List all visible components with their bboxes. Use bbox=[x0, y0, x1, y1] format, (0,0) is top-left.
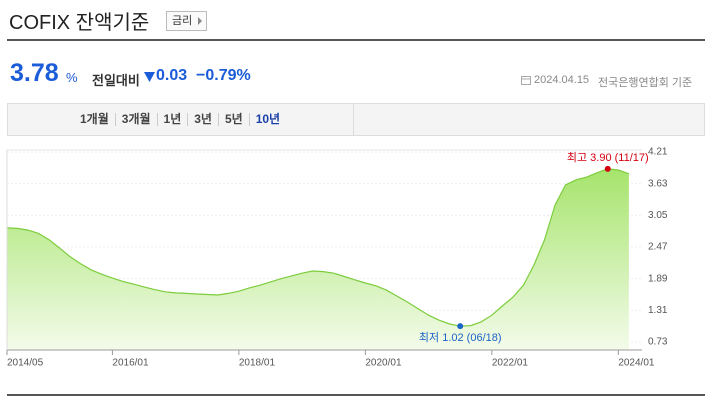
area-fill bbox=[7, 168, 629, 350]
rate-button[interactable]: 금리 bbox=[166, 11, 208, 31]
y-tick-label: 3.05 bbox=[648, 210, 668, 221]
y-tick-label: 2.47 bbox=[648, 242, 668, 253]
tab-divider bbox=[353, 104, 354, 135]
line bbox=[6, 168, 630, 327]
tab[interactable]: 5년 bbox=[217, 113, 249, 126]
y-tick-label: 3.63 bbox=[648, 178, 668, 189]
change: 0.03 bbox=[156, 67, 188, 84]
current-value: 3.78 bbox=[10, 59, 59, 87]
value-unit: % bbox=[66, 70, 78, 85]
tab[interactable]: 10년 bbox=[248, 113, 286, 126]
x-tick-label: 2024/01 bbox=[618, 358, 655, 369]
tab-list: 1개월 3개월 1년 3년 5년 10년 bbox=[74, 113, 286, 126]
annotation: 최저 1.02 (06/18) bbox=[419, 331, 502, 344]
x-tick-label: 2018/01 bbox=[239, 358, 276, 369]
extreme-point bbox=[604, 165, 611, 172]
tab[interactable]: 1년 bbox=[156, 113, 188, 126]
tab[interactable]: 3년 bbox=[187, 113, 218, 126]
extreme-point bbox=[457, 323, 464, 330]
tab[interactable]: 3개월 bbox=[114, 113, 157, 126]
down-arrow bbox=[144, 72, 155, 82]
annotation: 최고 3.90 (11/17) bbox=[567, 151, 649, 164]
calendar-icon bbox=[521, 76, 531, 85]
change-percent: −0.79% bbox=[196, 67, 251, 84]
button-label: 금리 bbox=[172, 15, 193, 27]
footer-rule bbox=[7, 394, 705, 396]
date: 2024.04.15 bbox=[534, 74, 590, 86]
tab[interactable]: 1개월 bbox=[80, 112, 109, 126]
button-arrow bbox=[198, 17, 203, 25]
title: COFIX 잔액기준 bbox=[9, 12, 150, 34]
x-tick-label: 2016/01 bbox=[112, 358, 149, 369]
y-tick-label: 1.31 bbox=[648, 305, 668, 316]
header-rule bbox=[7, 39, 705, 41]
x-tick-label: 2014/05 bbox=[7, 358, 44, 369]
change-label: 전일대비 bbox=[92, 73, 140, 88]
x-tick-label: 2022/01 bbox=[492, 358, 529, 369]
period-tabs: 1개월 3개월 1년 3년 5년 10년 bbox=[7, 103, 705, 136]
y-tick-label: 4.21 bbox=[648, 147, 668, 158]
x-tick-label: 2020/01 bbox=[365, 358, 402, 369]
y-tick-label: 0.73 bbox=[648, 337, 668, 348]
source: 전국은행연합회 기준 bbox=[598, 77, 693, 89]
y-tick-label: 1.89 bbox=[648, 273, 668, 284]
